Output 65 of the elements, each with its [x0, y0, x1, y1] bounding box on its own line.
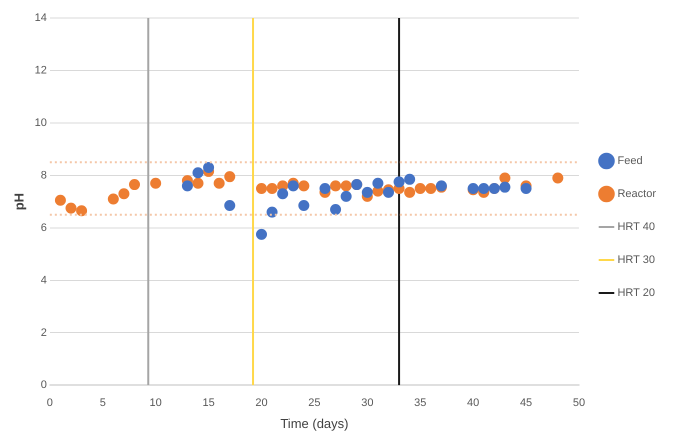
point: [108, 193, 119, 204]
point: [256, 228, 267, 240]
x-axis-title: Time (days): [280, 416, 348, 431]
point: [552, 172, 564, 184]
point: [288, 180, 299, 192]
legend-label: Reactor: [617, 188, 656, 200]
point: [520, 182, 532, 194]
point: [192, 167, 204, 178]
y-tick-label: 0: [40, 379, 47, 392]
x-tick-label: 5: [100, 396, 106, 409]
y-tick-label: 6: [40, 222, 47, 234]
point: [266, 182, 278, 194]
legend-label: HRT 30: [617, 254, 655, 266]
point: [330, 180, 342, 192]
legend-label: HRT 20: [617, 287, 655, 300]
point: [118, 188, 130, 200]
point: [277, 188, 288, 200]
point: [372, 178, 384, 189]
point: [203, 162, 214, 174]
y-tick-label: 14: [34, 12, 47, 24]
point: [182, 180, 193, 192]
point: [256, 182, 267, 194]
x-tick-label: 20: [255, 396, 268, 409]
x-tick-label: 25: [308, 396, 321, 409]
legend-label: Feed: [617, 155, 643, 168]
point: [298, 200, 310, 212]
point: [499, 172, 510, 184]
y-tick-label: 2: [40, 326, 47, 339]
x-tick-label: 15: [202, 396, 215, 409]
x-tick-label: 10: [150, 396, 162, 409]
point: [76, 205, 88, 216]
point: [340, 190, 352, 202]
y-tick-label: 12: [34, 64, 47, 76]
point: [54, 194, 66, 206]
point: [319, 182, 330, 194]
x-tick-label: 45: [520, 396, 532, 409]
y-tick-label: 8: [40, 169, 47, 182]
point: [224, 200, 236, 212]
y-axis-title: pH: [11, 192, 26, 210]
point: [224, 171, 236, 182]
legend-label: HRT 40: [617, 221, 655, 234]
point: [192, 178, 204, 189]
point: [214, 178, 225, 189]
point: [425, 182, 436, 194]
point: [414, 182, 426, 194]
point: [129, 179, 140, 190]
point: [340, 180, 352, 192]
point: [404, 174, 416, 185]
point: [394, 176, 405, 188]
x-tick-label: 35: [414, 396, 426, 409]
x-tick-label: 50: [572, 396, 586, 409]
point: [499, 182, 510, 193]
point: [330, 204, 342, 215]
x-tick-label: 40: [467, 396, 480, 409]
point: [150, 178, 162, 189]
point: [298, 180, 310, 192]
point: [266, 206, 278, 218]
point: [66, 202, 76, 214]
x-tick-label: 30: [361, 396, 374, 409]
point: [404, 186, 416, 198]
point: [362, 186, 373, 198]
y-tick-label: 4: [40, 274, 47, 286]
point: [478, 182, 490, 194]
point: [382, 186, 394, 198]
y-tick-label: 10: [34, 116, 47, 129]
